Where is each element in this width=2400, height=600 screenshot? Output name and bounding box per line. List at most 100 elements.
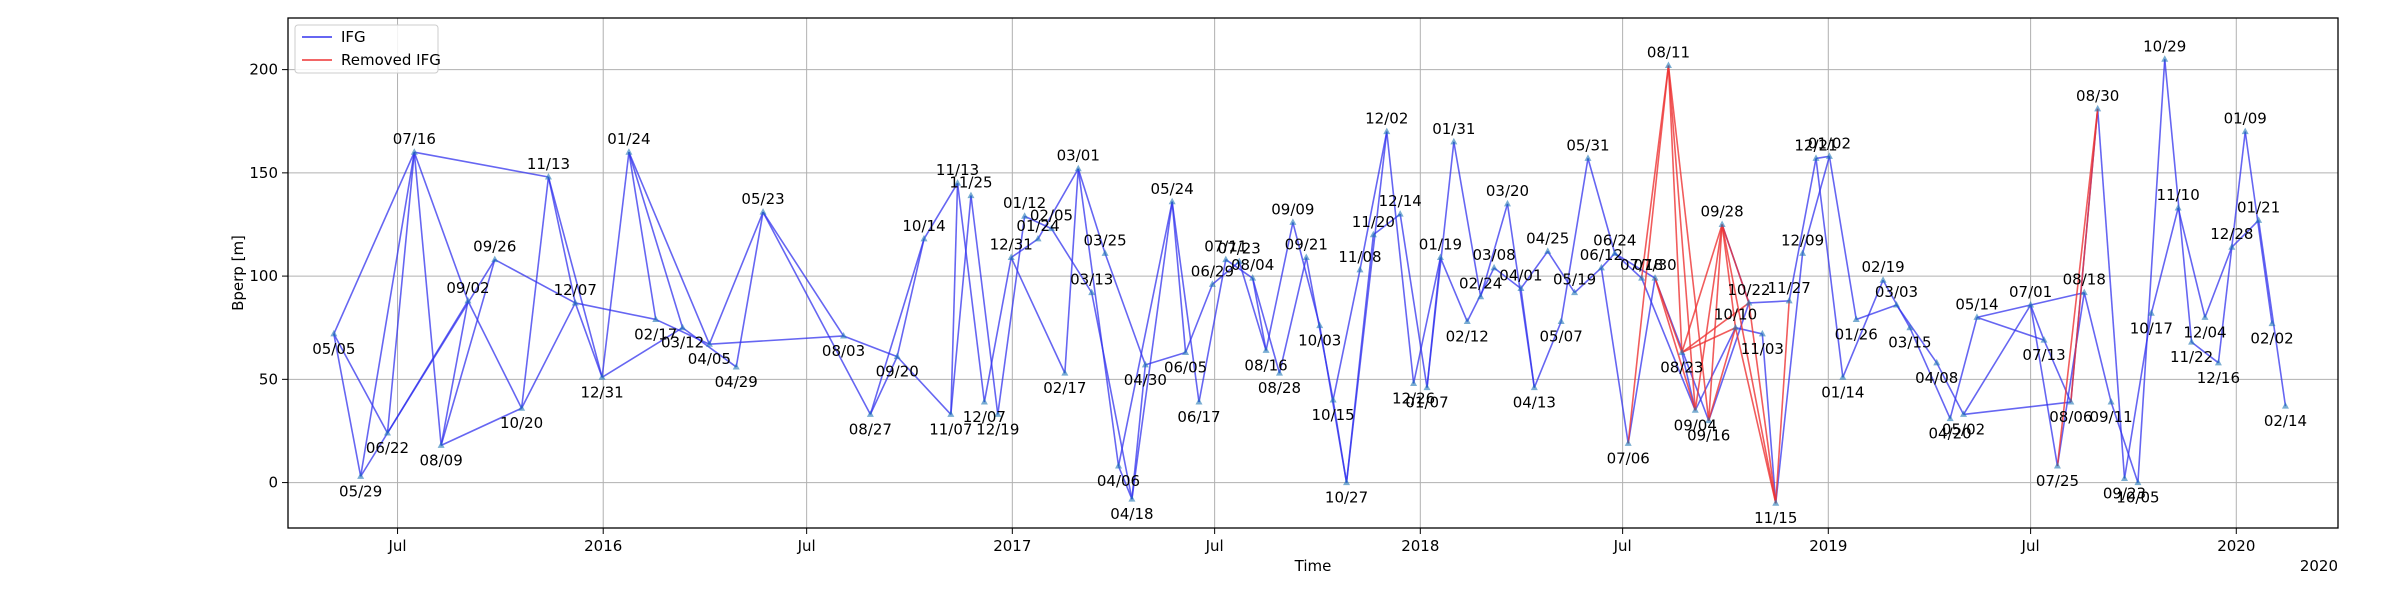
x-offset-label: 2020	[2300, 557, 2338, 575]
acquisition-point	[1316, 321, 1324, 329]
ifg-edge	[1520, 288, 1536, 388]
acquisition-point	[1906, 323, 1914, 331]
acquisition-point	[652, 315, 660, 322]
acquisition-date-label: 08/28	[1258, 379, 1301, 397]
ifg-edge	[601, 327, 683, 378]
ifg-edge	[1895, 304, 1938, 364]
ifg-edge	[1748, 300, 1790, 304]
acquisition-date-label: 02/02	[2250, 330, 2293, 348]
acquisition-point	[1356, 265, 1364, 273]
y-tick-label: 100	[249, 267, 278, 285]
removed-ifg-edge	[1654, 277, 1697, 411]
acquisition-date-label: 11/13	[527, 155, 570, 173]
acquisition-point	[357, 472, 365, 479]
acquisition-date-label: 03/20	[1486, 182, 1529, 200]
acquisition-date-label: 09/04	[1674, 416, 1717, 434]
acquisition-point	[1852, 315, 1860, 322]
acquisition-point	[1302, 253, 1310, 261]
acquisition-date-label: 01/24	[1016, 217, 1059, 235]
acquisition-point	[1195, 398, 1203, 405]
acquisition-point	[1182, 348, 1190, 355]
ifg-edge	[1171, 201, 1187, 353]
acquisition-date-label: 11/27	[1768, 279, 1811, 297]
acquisition-date-label: 01/02	[1808, 134, 1851, 152]
ifg-edge	[386, 259, 496, 434]
ifg-edge	[1050, 228, 1093, 294]
ifg-edge	[1145, 351, 1186, 366]
ifg-edge	[520, 176, 550, 409]
acquisition-date-label: 05/14	[1955, 295, 1998, 313]
acquisition-point	[2214, 358, 2222, 366]
acquisition-point	[866, 410, 874, 417]
acquisition-date-label: 12/04	[2183, 323, 2226, 341]
acquisition-point	[1544, 247, 1552, 254]
acquisition-date-label: 07/23	[1218, 240, 1261, 258]
legend-label-removed-ifg: Removed IFG	[341, 51, 441, 69]
acquisition-date-label: 09/11	[2089, 408, 2132, 426]
ifg-edge	[413, 151, 469, 302]
ifg-edge	[2163, 59, 2193, 343]
x-tick-label: 2017	[993, 537, 1031, 555]
ifg-edge	[1171, 201, 1200, 403]
ifg-edge	[1077, 168, 1106, 254]
legend: IFG Removed IFG	[294, 24, 441, 74]
acquisition-date-label: 05/19	[1553, 271, 1596, 289]
ifg-edge	[333, 151, 416, 335]
x-axis-title: Time	[1294, 557, 1332, 575]
x-tick-label: 2016	[584, 537, 622, 555]
ifg-edge	[762, 211, 872, 415]
acquisition-date-label: 02/14	[2264, 412, 2307, 430]
ifg-edge	[2204, 246, 2233, 318]
ifg-edge	[1332, 399, 1348, 483]
acquisition-point	[1892, 301, 1900, 308]
acquisition-point	[967, 191, 975, 199]
ifg-edge	[1828, 156, 1858, 320]
acquisition-point	[464, 296, 472, 304]
ifg-edge	[1278, 257, 1308, 374]
ifg-edge	[896, 356, 952, 415]
ifg-edge	[843, 335, 898, 358]
acquisition-point	[1718, 220, 1726, 227]
acquisition-date-label: 02/24	[1459, 275, 1502, 293]
acquisition-date-label: 05/05	[312, 340, 355, 358]
acquisition-point	[1517, 284, 1525, 291]
acquisition-date-label: 05/02	[1942, 420, 1985, 438]
removed-ifg-edge	[1627, 65, 1670, 444]
ifg-edge	[1735, 326, 1763, 335]
ifg-edge	[1104, 253, 1147, 366]
ifg-edge	[1962, 304, 2032, 415]
acquisition-point	[1785, 296, 1793, 304]
acquisition-date-label: 01/24	[607, 130, 650, 148]
acquisition-point	[2134, 478, 2142, 486]
acquisition-point	[1141, 360, 1149, 368]
acquisition-date-label: 11/25	[949, 174, 992, 192]
acquisition-date-label: 08/09	[420, 451, 463, 469]
y-tick-label: 50	[259, 370, 278, 388]
acquisition-date-label: 12/21	[1794, 136, 1837, 154]
x-tick-label: Jul	[797, 537, 816, 555]
ifg-edge	[547, 176, 603, 378]
acquisition-date-label: 11/15	[1754, 509, 1797, 527]
acquisition-date-label: 07/01	[2009, 283, 2052, 301]
removed-ifg-edge	[1748, 302, 1777, 504]
acquisition-date-label: 04/30	[1124, 371, 1167, 389]
acquisition-point	[1503, 199, 1511, 207]
acquisition-date-label: 12/26	[1392, 389, 1435, 407]
x-tick-label: Jul	[387, 537, 406, 555]
acquisition-date-label: 07/16	[393, 130, 436, 148]
acquisition-date-label: 01/31	[1432, 120, 1475, 138]
acquisition-point	[518, 404, 526, 411]
acquisition-point	[980, 398, 988, 405]
ifg-edge	[1117, 201, 1173, 467]
ifg-edge	[2110, 401, 2139, 483]
ifg-edge	[1949, 317, 1978, 419]
acquisition-date-label: 02/19	[1861, 258, 1904, 276]
acquisition-date-label: 06/24	[1593, 231, 1636, 249]
grid-lines	[288, 18, 2338, 528]
acquisition-date-label: 04/25	[1526, 229, 1569, 247]
acquisition-date-label: 05/23	[741, 190, 784, 208]
ifg-edge	[2137, 59, 2166, 483]
acquisition-date-label: 03/13	[1070, 271, 1113, 289]
ifg-edge	[1815, 158, 1844, 378]
ifg-edge	[1010, 257, 1066, 374]
